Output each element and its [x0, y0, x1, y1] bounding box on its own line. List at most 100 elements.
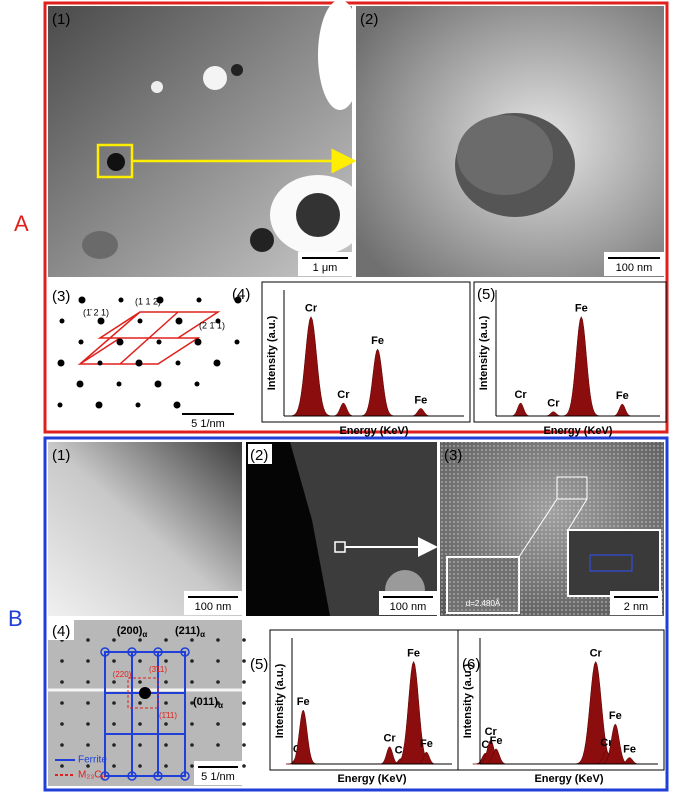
spot — [196, 297, 202, 303]
spot — [100, 771, 110, 781]
spot — [164, 722, 168, 726]
spot — [190, 638, 194, 642]
scale-bar-label: 5 1/nm — [191, 418, 225, 430]
frame-b — [43, 436, 669, 792]
spot — [164, 701, 168, 705]
panel-number: (3) — [444, 447, 462, 464]
inset-text: d=2.480Å — [466, 599, 501, 608]
spot — [190, 659, 194, 663]
spot — [242, 722, 246, 726]
panel-number: (5) — [477, 286, 495, 303]
spot — [57, 359, 65, 367]
peak-label: Fe — [414, 394, 427, 406]
spot — [127, 771, 137, 781]
spot — [135, 359, 143, 367]
spot — [135, 402, 141, 408]
index: (011) — [193, 696, 218, 708]
spot — [112, 701, 116, 705]
spot — [164, 743, 168, 747]
spot — [216, 743, 220, 747]
peak-label: Fe — [616, 390, 629, 402]
spot — [242, 638, 246, 642]
axis-title: Intensity (a.u.) — [274, 663, 286, 738]
spot — [216, 680, 220, 684]
index: (1̄11) — [159, 711, 177, 720]
spot — [175, 317, 183, 325]
index: (220) — [113, 670, 132, 679]
spot — [60, 680, 64, 684]
spot — [164, 680, 168, 684]
spot — [60, 701, 64, 705]
frame-a — [43, 1, 669, 434]
spot — [118, 297, 124, 303]
scale-bar-bg — [604, 252, 664, 276]
spot — [86, 701, 90, 705]
peak — [560, 315, 603, 417]
scale-bar-bg — [610, 591, 662, 615]
label-bg — [48, 620, 74, 640]
index-sub: α — [200, 630, 205, 639]
spot — [242, 659, 246, 663]
spot — [86, 680, 90, 684]
panel-number: (1) — [52, 447, 70, 464]
panel-number: (4) — [52, 623, 70, 640]
spot — [156, 339, 162, 345]
axis-title: Intensity (a.u.) — [462, 663, 474, 738]
spot — [97, 317, 105, 325]
scale-bar-bg — [184, 591, 242, 615]
spot — [173, 401, 181, 409]
panel-number: (3) — [52, 288, 70, 305]
spot — [78, 339, 84, 345]
panel-label: B — [8, 606, 23, 631]
spot — [112, 743, 116, 747]
peak — [288, 316, 334, 417]
index: (2 1̄ 1) — [199, 320, 225, 330]
peak-label: Cr — [514, 389, 527, 401]
axis-title: Energy (KeV) — [534, 773, 603, 785]
index: (011)α — [193, 696, 223, 710]
spot — [242, 743, 246, 747]
spot — [213, 359, 221, 367]
scale-bar-bg — [194, 761, 242, 785]
spot — [234, 339, 240, 345]
peak-label: Cr — [547, 398, 560, 410]
spot — [116, 381, 122, 387]
index: (211) — [175, 625, 200, 637]
peak-label: Cr — [590, 647, 603, 659]
spot — [194, 338, 202, 346]
index-sub: α — [142, 630, 147, 639]
spot — [86, 764, 90, 768]
scale-bar-label: 5 1/nm — [201, 771, 235, 783]
spot — [60, 722, 64, 726]
scale-bar-label: 2 nm — [624, 601, 648, 613]
spot — [216, 701, 220, 705]
spot — [86, 743, 90, 747]
axis-title: Energy (KeV) — [337, 773, 406, 785]
peak-label: Cr — [305, 303, 318, 315]
plot-frame — [261, 281, 471, 423]
peak-label: Cr — [600, 737, 613, 749]
spot — [190, 680, 194, 684]
peak-label: Fe — [297, 696, 310, 708]
spot — [215, 318, 221, 324]
spot — [190, 722, 194, 726]
spot — [116, 338, 124, 346]
spot — [60, 743, 64, 747]
spot — [242, 680, 246, 684]
index: (1 1 2) — [135, 296, 161, 306]
spot — [112, 638, 116, 642]
peak-label: Cr — [485, 726, 498, 738]
spot — [154, 380, 162, 388]
spot — [164, 638, 168, 642]
spot — [175, 360, 181, 366]
spot — [100, 647, 110, 657]
axis-title: Intensity (a.u.) — [478, 315, 490, 390]
spot — [137, 318, 143, 324]
panel-number: (2) — [360, 11, 378, 28]
index-sub: α — [218, 701, 223, 710]
axis-title: Energy (KeV) — [339, 425, 408, 437]
spot — [78, 296, 86, 304]
spot — [153, 647, 163, 657]
spot — [112, 659, 116, 663]
spot — [76, 380, 84, 388]
